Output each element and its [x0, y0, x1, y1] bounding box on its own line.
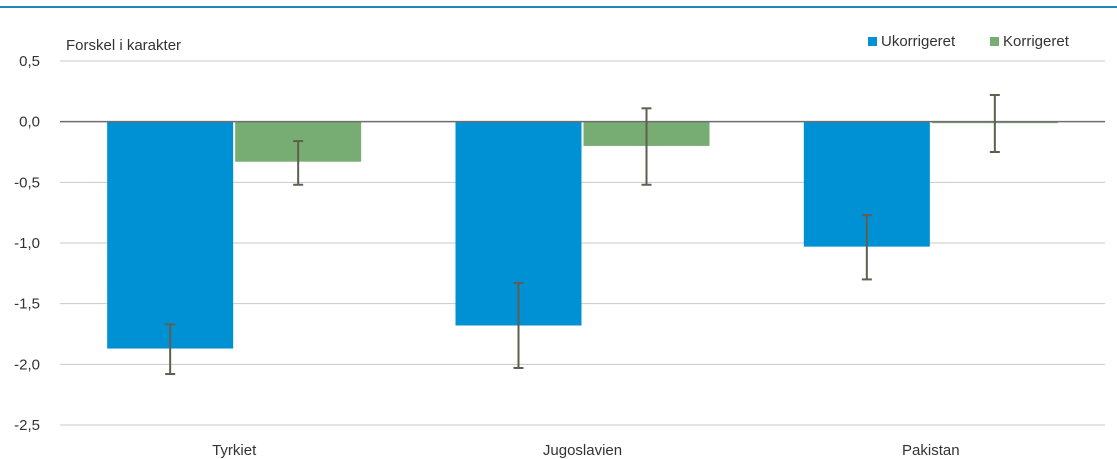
y-tick-label: -2,0: [14, 356, 40, 373]
legend-swatch-korrigeret: [990, 37, 999, 46]
grid-lines: [60, 60, 1105, 426]
y-tick-label: -1,0: [14, 235, 40, 252]
legend-label-ukorrigeret: Ukorrigeret: [881, 33, 956, 50]
x-tick-label: Jugoslavien: [543, 442, 622, 459]
y-tick-label: 0,0: [19, 114, 40, 131]
legend: Ukorrigeret Korrigeret: [868, 33, 1070, 50]
error-bars: [165, 93, 1000, 376]
y-tick-label: 0,5: [19, 53, 40, 70]
x-tick-labels: Tyrkiet Jugoslavien Pakistan: [212, 442, 960, 459]
y-tick-labels: 0,5 0,0 -0,5 -1,0 -1,5 -2,0 -2,5: [14, 53, 40, 434]
bars: [107, 121, 1058, 349]
x-tick-label: Pakistan: [902, 442, 960, 459]
bar-ukorrigeret-tyrkiet: [107, 121, 234, 349]
y-tick-label: -1,5: [14, 296, 40, 313]
x-tick-label: Tyrkiet: [212, 442, 257, 459]
legend-swatch-ukorrigeret: [868, 37, 877, 46]
legend-label-korrigeret: Korrigeret: [1003, 33, 1070, 50]
y-axis-title: Forskel i karakter: [66, 37, 181, 54]
y-tick-label: -0,5: [14, 174, 40, 191]
y-tick-label: -2,5: [14, 417, 40, 434]
